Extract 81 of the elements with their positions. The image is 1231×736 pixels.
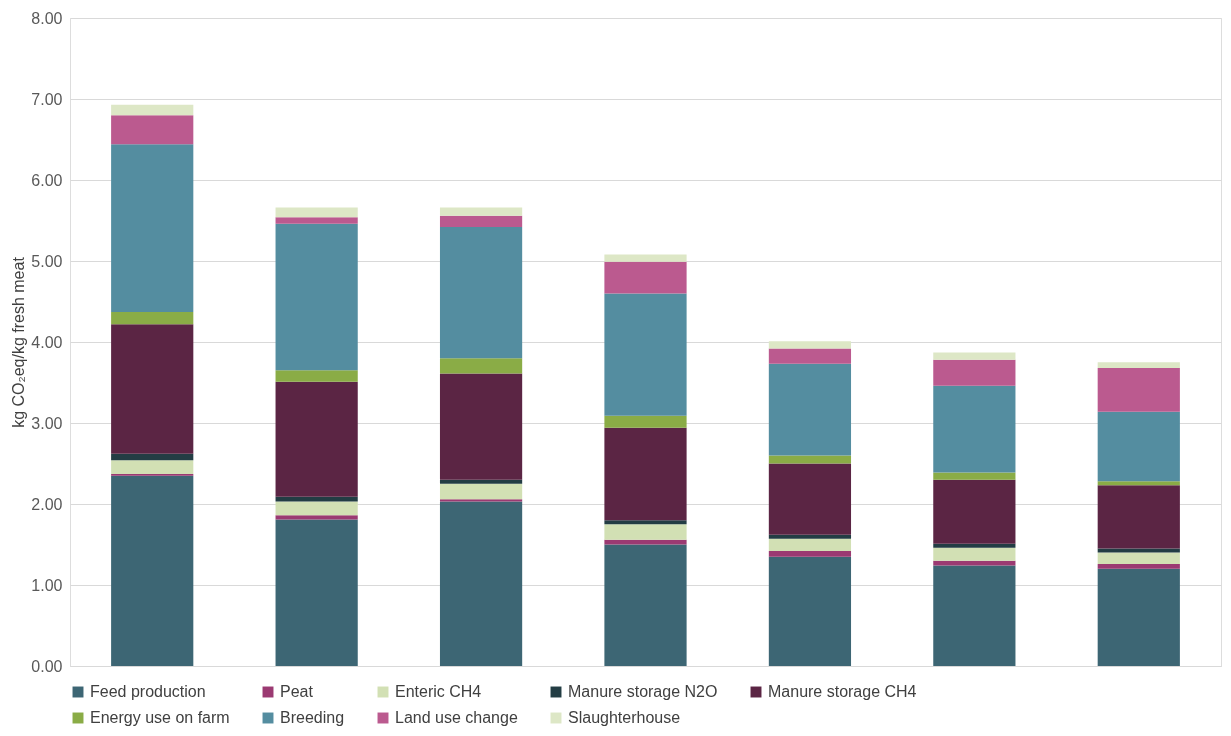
bar	[439, 479, 523, 484]
bar	[933, 352, 1016, 360]
legend-label: Slaughterhouse	[568, 709, 681, 726]
bar	[275, 515, 358, 520]
bar	[275, 370, 358, 382]
bar	[111, 453, 194, 461]
bar	[768, 556, 852, 666]
bar	[111, 115, 194, 145]
bar	[439, 207, 523, 216]
bar	[1097, 552, 1180, 564]
y-tick-label: 7.00	[31, 90, 63, 108]
bar	[768, 534, 852, 539]
bar	[439, 358, 523, 374]
bar	[604, 261, 687, 294]
legend-label: Breeding	[280, 709, 345, 726]
bar	[933, 479, 1016, 544]
legend-label: Enteric CH4	[395, 683, 482, 700]
bar	[604, 427, 687, 521]
bar	[604, 539, 687, 545]
y-axis-title: kg CO₂eq/kg fresh meat	[10, 256, 28, 428]
bar	[933, 359, 1016, 386]
bar	[768, 455, 852, 464]
bar	[111, 324, 194, 454]
legend-label: Land use change	[395, 709, 518, 726]
bar	[933, 560, 1016, 566]
legend-label: Manure storage N2O	[568, 683, 718, 700]
bar	[768, 363, 852, 456]
bar	[933, 385, 1016, 473]
bar	[1097, 481, 1180, 486]
y-tick-label: 6.00	[31, 171, 63, 189]
bar	[275, 381, 358, 497]
bar	[768, 341, 852, 349]
bar	[275, 501, 358, 516]
bar	[439, 483, 523, 500]
y-tick-label: 2.00	[31, 495, 63, 513]
y-tick-label: 4.00	[31, 333, 63, 351]
y-tick-label: 3.00	[31, 414, 63, 432]
bar	[604, 293, 687, 416]
y-tick-label: 1.00	[31, 576, 63, 594]
bar	[604, 254, 687, 262]
legend-label: Manure storage CH4	[768, 683, 917, 700]
bar	[1097, 362, 1180, 368]
bar	[1097, 485, 1180, 549]
y-tick-label: 0.00	[31, 657, 63, 675]
bar	[1097, 568, 1180, 666]
bar	[439, 501, 523, 666]
bar	[604, 520, 687, 525]
bar	[111, 475, 194, 666]
bar	[111, 460, 194, 475]
bar	[933, 565, 1016, 666]
legend-label: Energy use on farm	[90, 709, 230, 726]
bar	[275, 496, 358, 502]
bar	[1097, 411, 1180, 482]
bar	[439, 373, 523, 480]
y-tick-label: 8.00	[31, 9, 63, 27]
bar	[275, 217, 358, 224]
bar	[111, 144, 194, 313]
bar	[933, 547, 1016, 561]
bar	[1097, 548, 1180, 553]
bar	[768, 463, 852, 535]
bar	[933, 472, 1016, 480]
bar	[275, 223, 358, 371]
bar	[933, 543, 1016, 548]
bar	[111, 104, 194, 116]
bar	[275, 207, 358, 218]
bar	[439, 226, 523, 359]
bar	[604, 544, 687, 666]
bar	[111, 312, 194, 325]
bar	[275, 519, 358, 666]
bar	[768, 348, 852, 364]
legend-label: Peat	[280, 683, 314, 700]
bar	[1097, 563, 1180, 569]
bar	[1097, 367, 1180, 412]
bar	[768, 538, 852, 551]
bar	[604, 524, 687, 540]
y-tick-label: 5.00	[31, 252, 63, 270]
legend-label: Feed production	[90, 683, 206, 700]
bar	[439, 499, 523, 502]
bar	[439, 215, 523, 227]
bar	[604, 415, 687, 428]
bar	[768, 550, 852, 557]
